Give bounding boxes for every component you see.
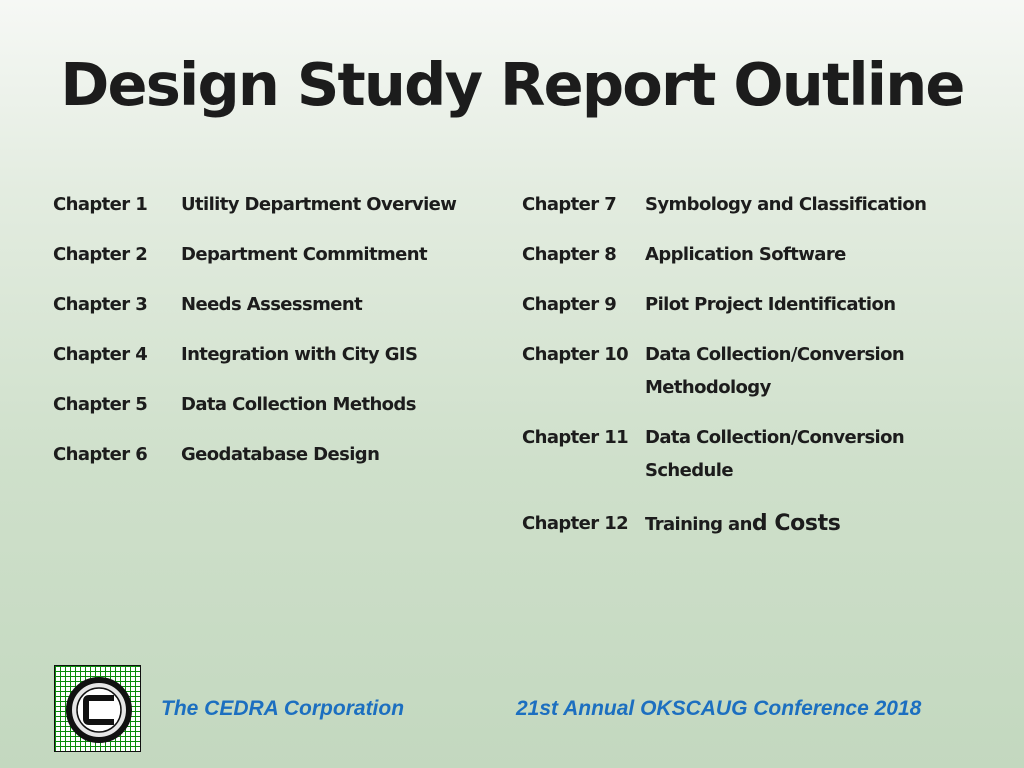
- chapter-row: Chapter 9 Pilot Project Identification: [522, 288, 926, 338]
- slide-title: Design Study Report Outline: [60, 50, 965, 119]
- cedra-logo-icon: [54, 665, 141, 752]
- chapter-number: Chapter 6: [53, 444, 148, 465]
- chapter-row: Chapter 11 Data Collection/Conversion Sc…: [522, 421, 926, 504]
- chapter-number: Chapter 12: [522, 513, 629, 534]
- chapter-title: Data Collection/Conversion Schedule: [645, 421, 905, 487]
- chapter-row: Chapter 2 Department Commitment: [53, 238, 456, 288]
- chapter-title: Data Collection/Conversion Methodology: [645, 338, 905, 404]
- chapter-number: Chapter 9: [522, 294, 617, 315]
- chapter-title: Geodatabase Design: [181, 444, 380, 465]
- chapter-row: Chapter 3 Needs Assessment: [53, 288, 456, 338]
- chapter-title-part: Training an: [645, 514, 752, 535]
- chapter-title-line: Methodology: [645, 377, 771, 398]
- chapter-row: Chapter 8 Application Software: [522, 238, 926, 288]
- chapter-row: Chapter 1 Utility Department Overview: [53, 188, 457, 238]
- chapter-title: Application Software: [645, 244, 846, 265]
- chapter-number: Chapter 3: [53, 294, 148, 315]
- chapter-row: Chapter 7 Symbology and Classification: [522, 188, 927, 238]
- chapter-title: Training and Costs: [645, 507, 841, 541]
- chapter-number: Chapter 7: [522, 194, 617, 215]
- chapter-number: Chapter 2: [53, 244, 148, 265]
- chapter-row: Chapter 10 Data Collection/Conversion Me…: [522, 338, 926, 421]
- chapter-title: Utility Department Overview: [181, 194, 457, 215]
- chapter-title: Department Commitment: [181, 244, 428, 265]
- chapter-row: Chapter 4 Integration with City GIS: [53, 338, 456, 388]
- chapter-number: Chapter 8: [522, 244, 617, 265]
- chapter-title-part: d Costs: [751, 511, 841, 536]
- chapter-title-line: Data Collection/Conversion: [645, 344, 905, 365]
- chapter-title: Symbology and Classification: [645, 194, 927, 215]
- footer-company: The CEDRA Corporation: [161, 697, 405, 720]
- chapter-number: Chapter 5: [53, 394, 148, 415]
- chapter-list-right: Chapter 7 Symbology and Classification C…: [522, 188, 927, 541]
- chapter-title-line: Schedule: [645, 460, 734, 481]
- chapter-title: Data Collection Methods: [181, 394, 416, 415]
- chapter-title-line: Data Collection/Conversion: [645, 427, 905, 448]
- chapter-number: Chapter 1: [53, 194, 148, 215]
- chapter-row: Chapter 6 Geodatabase Design: [53, 438, 456, 488]
- chapter-title: Integration with City GIS: [181, 344, 418, 365]
- chapter-row: Chapter 12 Training and Costs: [522, 507, 926, 541]
- chapter-number: Chapter 11: [522, 427, 629, 448]
- chapter-title: Pilot Project Identification: [645, 294, 896, 315]
- chapter-number: Chapter 4: [53, 344, 148, 365]
- footer-conference: 21st Annual OKSCAUG Conference 2018: [516, 697, 922, 720]
- chapter-title: Needs Assessment: [181, 294, 363, 315]
- chapter-list-left: Chapter 1 Utility Department Overview Ch…: [53, 188, 457, 488]
- chapter-number: Chapter 10: [522, 344, 629, 365]
- chapter-row: Chapter 5 Data Collection Methods: [53, 388, 456, 438]
- cedra-logo-graphic: [66, 677, 132, 743]
